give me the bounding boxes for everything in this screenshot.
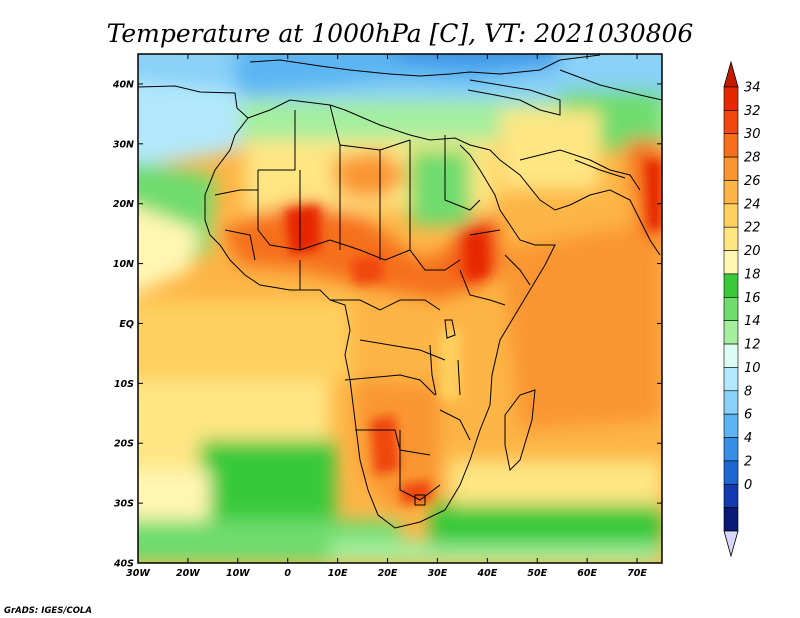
colorbar-segment [723,273,739,298]
colorbar-label: 8 [744,384,752,399]
colorbar-label: 14 [744,314,761,329]
colorbar-segment [723,203,739,228]
lat-label: 30N [113,139,134,150]
credit-text: GrADS: IGES/COLA [4,606,92,616]
colorbar-label: 0 [744,478,752,493]
map-title: Temperature at 1000hPa [C], VT: 20210308… [107,19,694,48]
lat-label: 40N [112,79,134,90]
colorbar-segment [723,250,739,275]
colorbar-label: 4 [744,431,752,446]
colorbar-label: 30 [744,127,761,142]
lon-label: 20W [176,568,200,579]
lat-label: 30S [114,499,134,510]
lat-label: 20S [114,439,134,450]
lon-label: 50E [527,568,547,579]
lat-label: EQ [119,319,134,330]
colorbar-segment [723,413,739,438]
colorbar-segment [723,133,739,158]
colorbar-label: 12 [744,338,761,353]
colorbar-over-arrow [723,60,739,88]
lat-label: 40S [113,559,134,570]
colorbar-segment [723,343,739,368]
colorbar-label: 32 [744,104,761,119]
lat-label: 10S [114,379,134,390]
colorbar-segment [723,460,739,485]
colorbar-label: 22 [744,221,761,236]
longitude-axis: 30W 20W 10W 0 10E 20E 30E 40E 50E 60E 70E [126,54,647,579]
colorbar-label: 16 [744,291,761,306]
colorbar-segment [723,390,739,415]
colorbar-segment [723,86,739,111]
lon-label: 60E [577,568,597,579]
colorbar-label: 2 [744,454,752,469]
colorbar-label: 26 [744,174,761,189]
colorbar-segment [723,437,739,462]
lon-label: 10E [328,568,348,579]
colorbar-under-arrow [723,530,739,558]
colorbar-label: 28 [744,151,761,166]
lon-label: 70E [627,568,647,579]
colorbar-segment [723,320,739,345]
map-frame [137,53,663,564]
latitude-axis: 40N 30N 20N 10N EQ 10S 20S 30S 40S [112,79,662,570]
colorbar-segment [723,483,739,508]
colorbar-segment [723,156,739,181]
colorbar-label: 20 [744,244,761,259]
lon-label: 10W [226,568,250,579]
lon-label: 30W [126,568,150,579]
colorbar-label: 34 [744,81,761,96]
colorbar-segment [723,297,739,321]
lat-label: 10N [113,259,134,270]
lon-label: 0 [284,568,291,579]
colorbar-segment [723,180,739,205]
lon-label: 40E [476,568,497,579]
colorbar-segment [723,367,739,392]
colorbar-label: 24 [744,197,761,212]
lon-label: 20E [378,568,398,579]
colorbar-label: 6 [744,408,752,423]
colorbar-segment [723,110,739,135]
lat-label: 20N [113,199,134,210]
lon-label: 30E [428,568,448,579]
coastlines [138,54,662,529]
colorbar-label: 10 [744,361,761,376]
colorbar-segment [723,226,739,251]
colorbar-label: 18 [744,267,761,282]
colorbar-segment [723,507,739,532]
